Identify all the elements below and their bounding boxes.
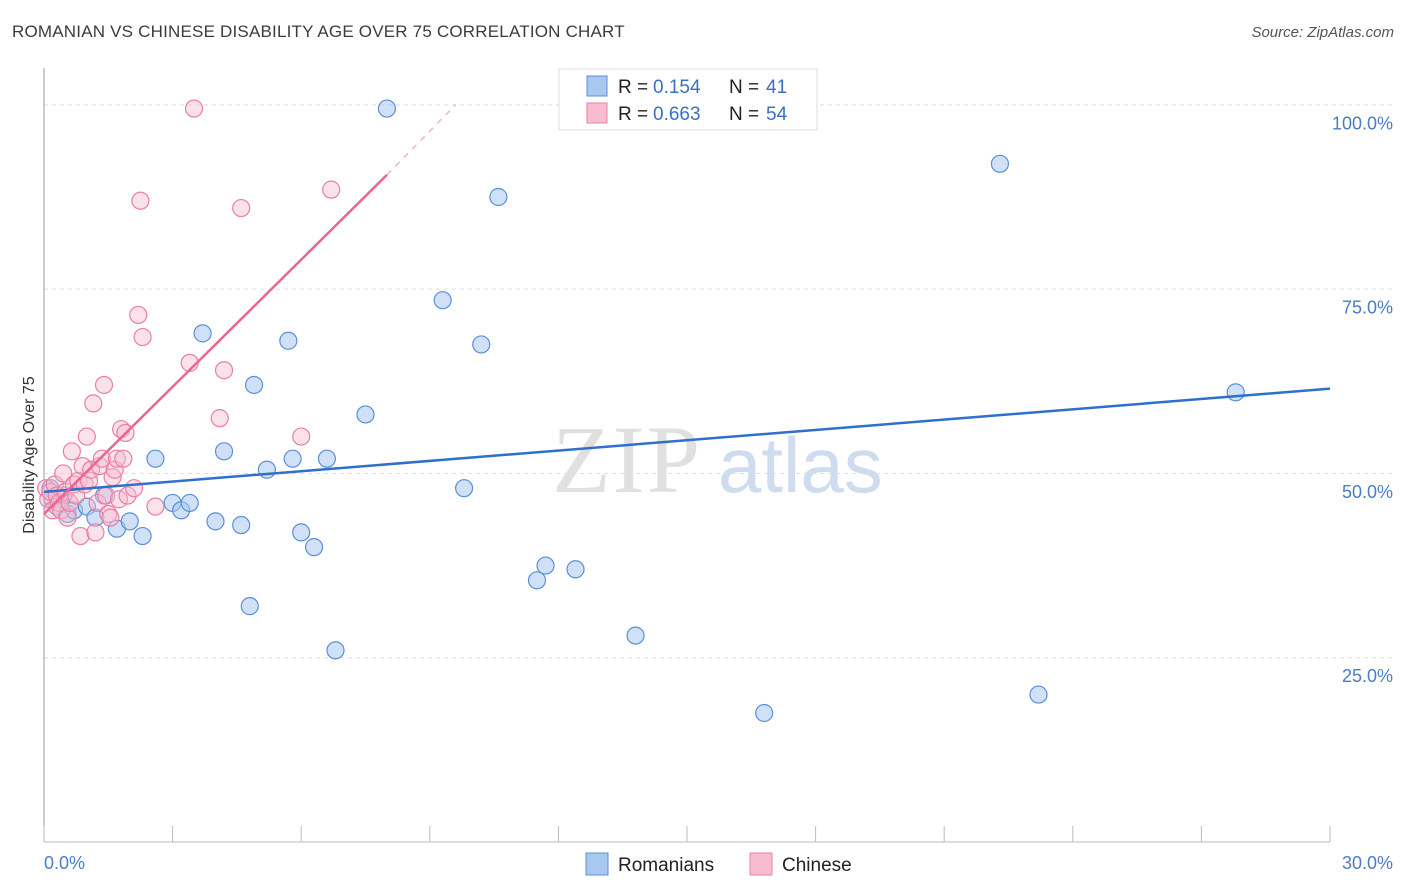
point-chinese (124, 479, 144, 498)
legend-n-label-romanians: N = (729, 77, 759, 98)
x-tick-label-min: 0.0% (44, 853, 85, 873)
legend-bottom-swatch-chinese (749, 852, 773, 876)
point-romanians (1029, 685, 1048, 704)
point-romanians (472, 335, 491, 354)
point-romanians (433, 291, 452, 310)
point-chinese (292, 427, 311, 446)
legend-n-value-chinese: 54 (766, 104, 788, 125)
point-romanians (283, 449, 302, 468)
x-tick-label-max: 30.0% (1342, 853, 1393, 873)
point-romanians (326, 641, 345, 660)
point-romanians (292, 523, 311, 542)
watermark-zip: ZIP (552, 406, 702, 513)
point-romanians (536, 556, 555, 575)
point-romanians (489, 187, 508, 207)
x-ticks (43, 826, 1331, 842)
point-romanians (133, 526, 152, 546)
y-tick-label: 50.0% (1342, 482, 1393, 502)
point-chinese (60, 493, 79, 513)
point-chinese (210, 409, 229, 428)
chinese-points (37, 99, 341, 546)
point-chinese (92, 449, 111, 468)
point-romanians (566, 560, 585, 579)
y-tick-labels: 25.0% 50.0% 75.0% 100.0% (1332, 113, 1393, 686)
legend-r-label-chinese: R = (618, 104, 648, 125)
legend-top: R = 0.154 N = 41 R = 0.663 N = 54 (558, 68, 818, 131)
point-romanians (304, 538, 324, 557)
legend-bottom: Romanians Chinese (585, 852, 852, 876)
source-label: Source: ZipAtlas.com (1251, 24, 1394, 41)
y-axis-label: Disability Age Over 75 (21, 376, 38, 534)
point-chinese (133, 327, 152, 347)
legend-r-value-chinese: 0.663 (653, 104, 701, 125)
point-chinese (54, 464, 73, 483)
trend-line-chinese (43, 173, 388, 515)
point-chinese (86, 523, 105, 542)
legend-swatch-romanians (586, 75, 608, 97)
point-chinese (131, 191, 150, 210)
watermark-atlas: atlas (718, 421, 883, 509)
legend-n-value-romanians: 41 (766, 77, 787, 98)
point-romanians (120, 512, 139, 531)
point-chinese (107, 449, 126, 468)
y-tick-label: 25.0% (1342, 666, 1393, 686)
point-chinese (129, 305, 148, 325)
trend-line-romanians (43, 387, 1331, 494)
point-romanians (146, 449, 165, 468)
point-chinese (101, 508, 120, 527)
point-romanians (990, 154, 1010, 173)
point-chinese (322, 180, 341, 199)
legend-n-label-chinese: N = (729, 104, 759, 125)
legend-bottom-swatch-romanians (585, 852, 609, 876)
point-chinese (84, 394, 103, 413)
point-chinese (77, 427, 96, 446)
point-romanians (244, 375, 264, 395)
point-chinese (58, 508, 77, 527)
point-chinese (118, 486, 137, 505)
point-romanians (1226, 383, 1245, 402)
point-romanians (755, 703, 774, 723)
legend-bottom-label-chinese: Chinese (782, 855, 852, 876)
point-chinese (62, 442, 81, 461)
point-romanians (279, 331, 298, 350)
point-romanians (454, 479, 474, 498)
point-romanians (232, 515, 251, 535)
y-tick-label: 75.0% (1342, 298, 1393, 318)
point-romanians (527, 571, 547, 590)
point-chinese (71, 526, 90, 546)
point-chinese (94, 375, 114, 395)
point-chinese (49, 493, 69, 513)
point-romanians (317, 449, 337, 468)
legend-bottom-label-romanians: Romanians (618, 855, 714, 876)
point-romanians (206, 512, 225, 531)
trend-line-chinese-extension (386, 104, 457, 176)
y-tick-label: 100.0% (1332, 113, 1393, 133)
trend-lines (43, 104, 1331, 515)
point-romanians (180, 493, 199, 513)
point-romanians (356, 405, 375, 424)
legend-swatch-chinese (586, 102, 608, 124)
legend-r-label-romanians: R = (618, 77, 648, 98)
point-chinese (114, 449, 133, 468)
point-romanians (193, 324, 212, 343)
point-chinese (232, 198, 251, 218)
legend-r-value-romanians: 0.154 (653, 77, 701, 98)
point-romanians (377, 99, 397, 118)
point-romanians (240, 597, 259, 616)
point-chinese (214, 361, 234, 380)
chart-title: ROMANIAN VS CHINESE DISABILITY AGE OVER … (12, 22, 625, 41)
point-romanians (214, 442, 234, 461)
point-romanians (626, 626, 645, 645)
point-chinese (146, 497, 165, 516)
point-chinese (184, 99, 204, 118)
